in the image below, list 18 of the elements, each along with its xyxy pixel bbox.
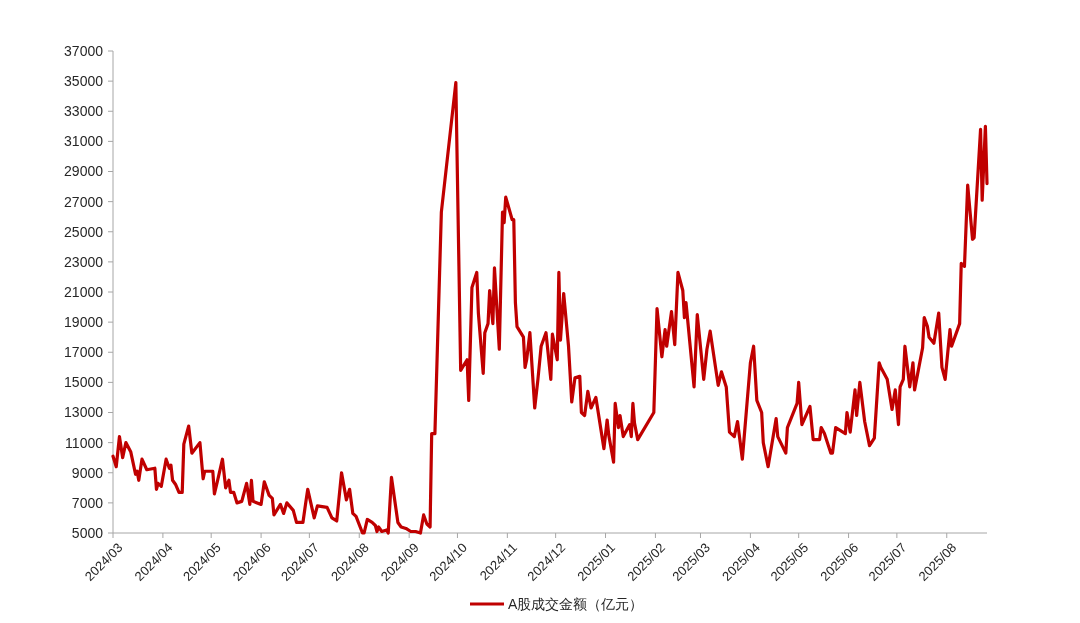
y-tick-label: 9000	[71, 464, 104, 481]
y-tick-label: 17000	[64, 344, 104, 361]
y-tick-label: 21000	[64, 283, 104, 300]
y-tick-label: 13000	[64, 404, 104, 421]
y-tick-label: 23000	[64, 253, 104, 270]
y-tick-label: 7000	[71, 494, 104, 511]
y-tick-label: 19000	[64, 314, 104, 331]
y-tick-label: 35000	[64, 73, 104, 90]
legend-label: A股成交金额（亿元）	[508, 595, 644, 612]
y-tick-label: 27000	[64, 193, 104, 210]
y-tick-label: 29000	[64, 163, 104, 180]
y-tick-label: 33000	[64, 103, 104, 120]
y-tick-label: 31000	[64, 133, 104, 150]
y-tick-label: 25000	[64, 223, 104, 240]
y-tick-label: 5000	[71, 524, 104, 541]
y-tick-label: 15000	[64, 374, 104, 391]
y-tick-label: 37000	[64, 42, 104, 59]
y-tick-label: 11000	[65, 434, 104, 451]
